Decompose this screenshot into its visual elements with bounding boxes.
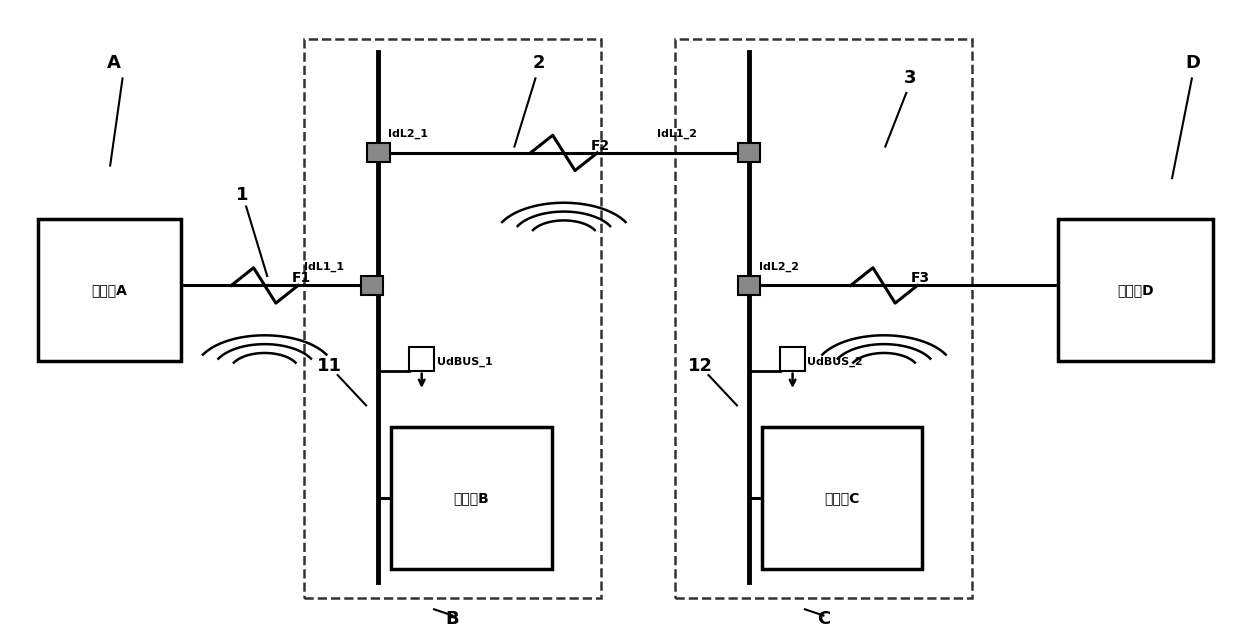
Text: 逆变站D: 逆变站D (1118, 283, 1154, 297)
Text: A: A (107, 54, 120, 72)
Text: 逆变站B: 逆变站B (453, 491, 489, 505)
Bar (738, 276, 761, 295)
Bar (38, 219, 181, 361)
Text: IdL1_1: IdL1_1 (305, 262, 344, 272)
Text: IdL2_1: IdL2_1 (388, 129, 429, 139)
Bar (361, 276, 383, 295)
Text: B: B (446, 610, 460, 628)
Bar (390, 427, 551, 569)
Bar (781, 347, 805, 371)
Text: UdBUS_1: UdBUS_1 (436, 356, 492, 366)
Text: F2: F2 (591, 139, 611, 153)
Bar (738, 143, 761, 162)
Bar (305, 39, 601, 598)
Text: IdL1_2: IdL1_2 (657, 129, 696, 139)
Text: UdBUS_2: UdBUS_2 (808, 356, 864, 366)
Bar (409, 347, 434, 371)
Text: 逆变站C: 逆变站C (824, 491, 860, 505)
Bar (367, 143, 389, 162)
Bar (675, 39, 971, 598)
Text: 1: 1 (237, 186, 249, 204)
Bar (762, 427, 922, 569)
Text: 3: 3 (903, 70, 917, 87)
Bar (1058, 219, 1213, 361)
Text: IdL2_2: IdL2_2 (760, 262, 799, 272)
Text: C: C (817, 610, 830, 628)
Text: F1: F1 (292, 271, 311, 285)
Text: 整流站A: 整流站A (92, 283, 128, 297)
Text: F3: F3 (911, 271, 930, 285)
Text: D: D (1186, 54, 1201, 72)
Text: 12: 12 (688, 357, 712, 375)
Text: 11: 11 (317, 357, 342, 375)
Text: 2: 2 (533, 54, 545, 72)
